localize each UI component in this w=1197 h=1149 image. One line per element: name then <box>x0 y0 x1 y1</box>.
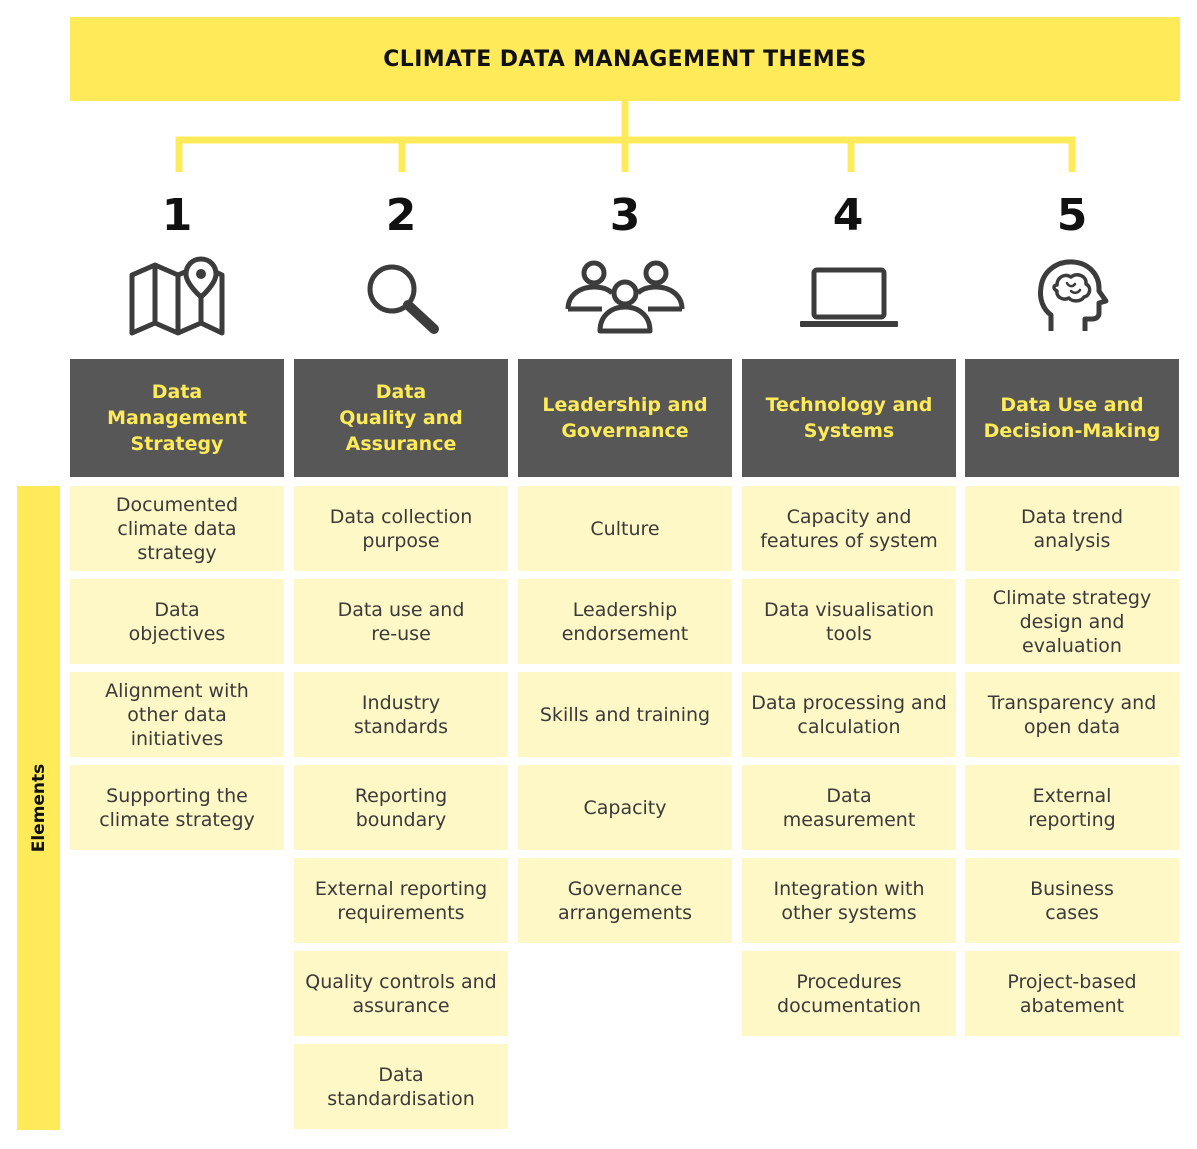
theme-1-header: Data Management Strategy <box>70 359 284 477</box>
element-text: Transparency and open data <box>987 691 1157 738</box>
theme-3-title: Leadership and Governance <box>542 394 708 442</box>
element-cell: Culture <box>518 486 732 571</box>
element-cell: Governance arrangements <box>518 858 732 943</box>
element-cell: External reporting <box>965 765 1179 850</box>
element-text: Leadership endorsement <box>561 598 689 645</box>
element-cell: Capacity <box>518 765 732 850</box>
theme-1-number: 1 <box>161 190 193 241</box>
element-text: Integration with other systems <box>773 877 925 924</box>
theme-2-header: Data Quality and Assurance <box>294 359 508 477</box>
element-cell: Industry standards <box>294 672 508 757</box>
magnifier-icon <box>367 264 439 334</box>
elements-side-bar: Elements <box>17 486 60 1130</box>
element-text: Data visualisation tools <box>763 598 934 645</box>
element-cell: Data measurement <box>742 765 956 850</box>
theme-5-title: Data Use and Decision-Making <box>983 394 1161 442</box>
theme-4-title: Technology and Systems <box>765 394 933 442</box>
element-text: Capacity <box>583 796 667 819</box>
element-text: Data standardisation <box>327 1063 475 1110</box>
element-text: Capacity and features of system <box>760 505 938 552</box>
theme-2-number: 2 <box>385 190 417 241</box>
diagram-title: CLIMATE DATA MANAGEMENT THEMES <box>383 46 867 72</box>
element-text: Governance arrangements <box>558 877 692 924</box>
element-cell: Business cases <box>965 858 1179 943</box>
element-cell: Procedures documentation <box>742 951 956 1036</box>
theme-3-number: 3 <box>609 190 641 241</box>
elements-label: Elements <box>28 763 49 853</box>
element-text: Data trend analysis <box>1020 505 1124 552</box>
element-cell: Alignment with other data initiatives <box>70 672 284 757</box>
element-text: Data processing and calculation <box>751 691 947 738</box>
element-text: External reporting <box>1028 784 1116 831</box>
head-brain-icon <box>1038 259 1109 331</box>
element-cell: Quality controls and assurance <box>294 951 508 1036</box>
element-cell: Data trend analysis <box>965 486 1179 571</box>
element-text: Data collection purpose <box>329 505 473 552</box>
element-cell: Capacity and features of system <box>742 486 956 571</box>
theme-4-header: Technology and Systems <box>742 359 956 477</box>
element-cell: Leadership endorsement <box>518 579 732 664</box>
element-cell: Transparency and open data <box>965 672 1179 757</box>
theme-3-header: Leadership and Governance <box>518 359 732 477</box>
element-text: Procedures documentation <box>777 970 921 1017</box>
element-cell: Climate strategy design and evaluation <box>965 579 1179 664</box>
element-text: Data measurement <box>782 784 916 831</box>
element-cell: Supporting the climate strategy <box>70 765 284 850</box>
theme-5-header: Data Use and Decision-Making <box>965 359 1179 477</box>
map-pin-icon <box>129 256 225 336</box>
people-group-icon <box>565 260 685 334</box>
theme-5-number: 5 <box>1056 190 1088 241</box>
element-cell: Skills and training <box>518 672 732 757</box>
theme-2-title: Data Quality and Assurance <box>339 381 463 455</box>
element-text: Project-based abatement <box>1007 970 1137 1017</box>
element-text: Culture <box>590 517 660 540</box>
element-cell: Documented climate data strategy <box>70 486 284 571</box>
element-text: Documented climate data strategy <box>115 493 239 564</box>
element-text: Data objectives <box>128 598 226 645</box>
element-text: Industry standards <box>353 691 449 738</box>
tree-connectors <box>175 100 1076 172</box>
element-text: Business cases <box>1030 877 1114 924</box>
element-text: Reporting boundary <box>354 784 448 831</box>
element-cell: Integration with other systems <box>742 858 956 943</box>
element-cell: Project-based abatement <box>965 951 1179 1036</box>
element-text: Supporting the climate strategy <box>99 784 255 831</box>
element-text: Alignment with other data initiatives <box>105 679 249 750</box>
element-text: Climate strategy design and evaluation <box>992 586 1152 657</box>
element-cell: Data use and re-use <box>294 579 508 664</box>
element-cell: External reporting requirements <box>294 858 508 943</box>
title-bar: CLIMATE DATA MANAGEMENT THEMES <box>70 17 1180 101</box>
element-cell: Data collection purpose <box>294 486 508 571</box>
element-text: Quality controls and assurance <box>305 970 497 1017</box>
element-cell: Data processing and calculation <box>742 672 956 757</box>
element-cell: Data objectives <box>70 579 284 664</box>
element-text: External reporting requirements <box>314 877 488 924</box>
element-cell: Data standardisation <box>294 1044 508 1129</box>
theme-4-number: 4 <box>832 190 864 241</box>
element-cell: Data visualisation tools <box>742 579 956 664</box>
element-text: Skills and training <box>539 703 711 726</box>
laptop-icon <box>800 267 898 327</box>
element-text: Data use and re-use <box>337 598 465 645</box>
theme-1-title: Data Management Strategy <box>107 381 247 455</box>
element-cell: Reporting boundary <box>294 765 508 850</box>
